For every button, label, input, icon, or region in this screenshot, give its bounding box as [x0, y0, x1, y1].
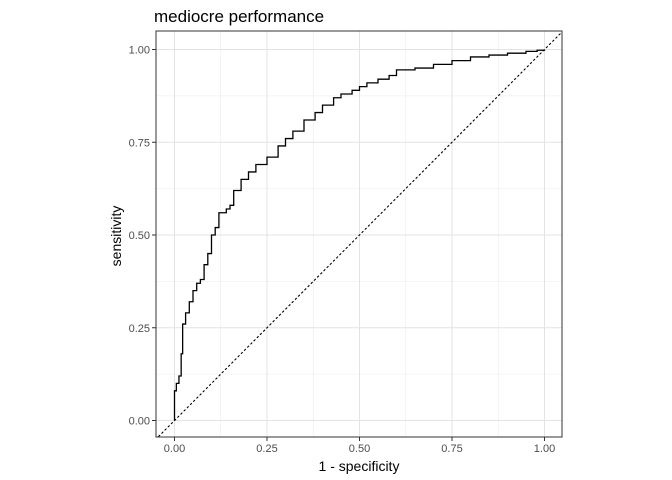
chart-title: mediocre performance	[154, 7, 324, 26]
x-tick-label: 0.75	[441, 443, 462, 455]
x-tick-label: 0.50	[349, 443, 370, 455]
y-tick-label: 0.75	[129, 137, 150, 149]
y-axis-title: sensitivity	[108, 206, 124, 267]
y-tick-label: 0.25	[129, 323, 150, 335]
y-tick-label: 0.00	[129, 416, 150, 428]
roc-curve-0	[173, 49, 546, 421]
panel-border	[155, 30, 563, 438]
x-axis-title: 1 - specificity	[319, 458, 400, 474]
x-tick-label: 0.25	[256, 443, 277, 455]
diagonal-reference-line	[157, 31, 562, 437]
x-tick-label: 1.00	[534, 443, 555, 455]
x-tick-label: 0.00	[164, 443, 185, 455]
plot-panel: 0.00 0.25 0.50 0.75 1.00 0.00 0.25 0.50 0.75 1.00	[129, 30, 563, 455]
y-tick-label: 1.00	[129, 45, 150, 57]
y-tick-label: 0.50	[129, 230, 150, 242]
